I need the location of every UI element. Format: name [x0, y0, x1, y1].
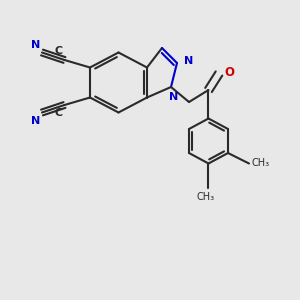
Text: O: O [224, 65, 234, 79]
Text: N: N [31, 116, 40, 125]
Text: C: C [55, 108, 63, 118]
Text: N: N [169, 92, 178, 102]
Text: CH₃: CH₃ [252, 158, 270, 168]
Text: C: C [55, 46, 63, 56]
Text: N: N [31, 40, 40, 50]
Text: CH₃: CH₃ [196, 192, 214, 202]
Text: N: N [184, 56, 193, 67]
